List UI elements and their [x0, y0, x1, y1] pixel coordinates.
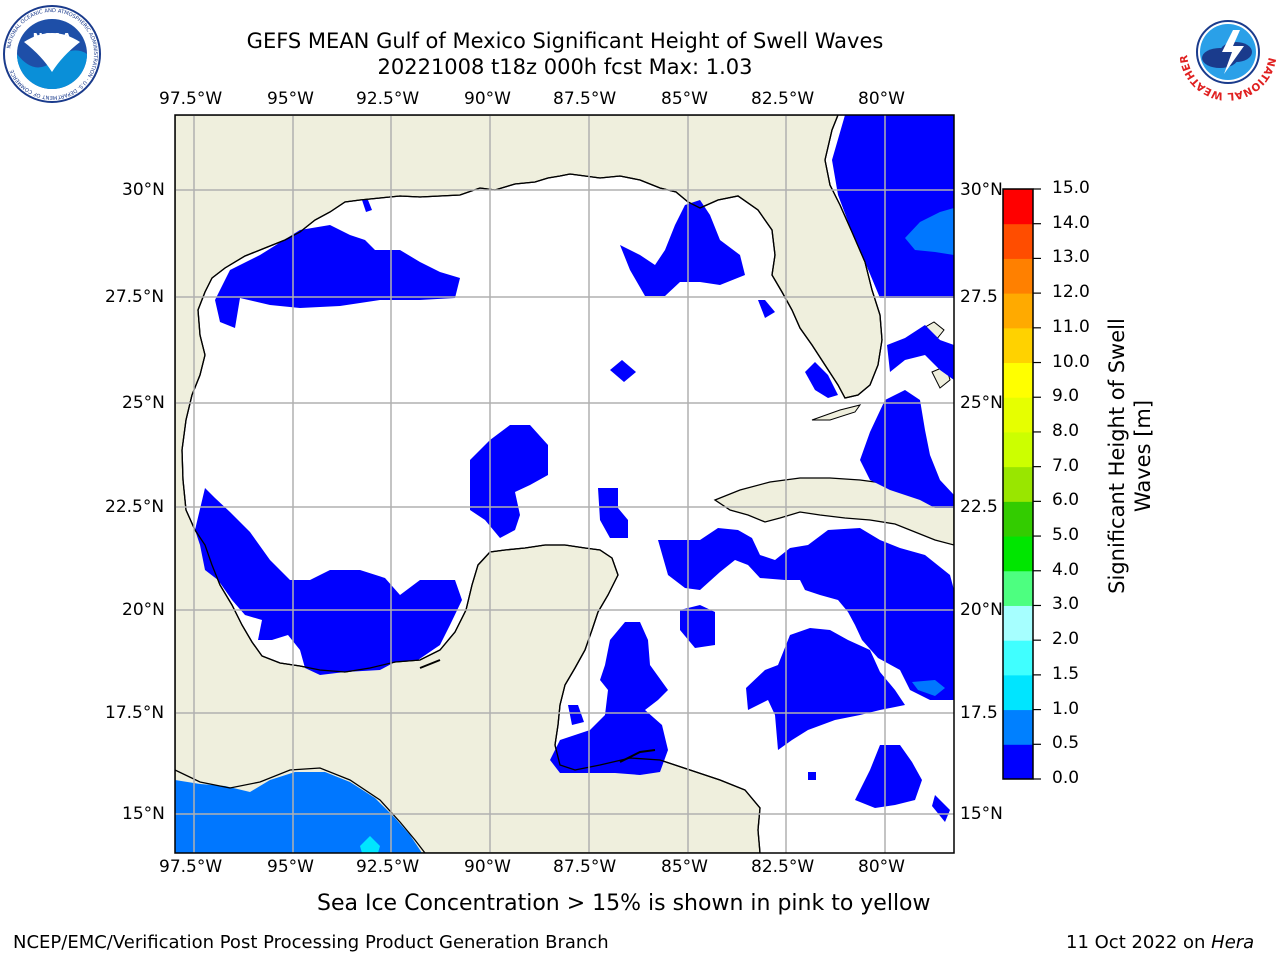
lon-label-bottom: 95°W: [267, 857, 314, 877]
colorbar-swatch: [1003, 362, 1033, 398]
lon-label-bottom: 97.5°W: [159, 857, 223, 877]
lon-label-top: 90°W: [464, 89, 511, 109]
lat-label-right: 17.5: [960, 703, 998, 723]
lon-label-top: 97.5°W: [159, 89, 223, 109]
run-date: 11 Oct 2022 on Hera: [1066, 932, 1254, 953]
lat-label-left: 20°N: [122, 600, 165, 620]
chart-subtitle: 20221008 t18z 000h fcst Max: 1.03: [377, 55, 753, 79]
colorbar-swatch: [1003, 397, 1033, 433]
colorbar-swatch: [1003, 466, 1033, 502]
swell-band-0.5-1.0: [175, 208, 954, 853]
colorbar-tick-label: 10.0: [1052, 351, 1090, 372]
run-date-text: 11 Oct 2022 on: [1066, 932, 1212, 953]
swell-band-1.0-1.5: [360, 836, 380, 853]
swell-band-0-0.5: [195, 115, 954, 822]
colorbar-tick-label: 5.0: [1052, 525, 1080, 546]
colorbar-tick-label: 2.0: [1052, 629, 1080, 650]
lat-label-left: 30°N: [122, 180, 165, 200]
colorbar-tick-label: 0.5: [1052, 733, 1080, 754]
credit-text: NCEP/EMC/Verification Post Processing Pr…: [13, 932, 609, 953]
colorbar-swatch: [1003, 709, 1033, 745]
colorbar-tick-label: 0.0: [1052, 768, 1080, 788]
colorbar-swatch: [1003, 327, 1033, 364]
colorbar-tick-label: 14.0: [1052, 212, 1090, 233]
noaa-logo-icon: NOAA NATIONAL OCEANIC AND ATMOSPHERIC AD…: [3, 5, 101, 103]
colorbar-label: Significant Height of Swell Waves [m]: [1010, 318, 1250, 594]
lon-label-top: 85°W: [661, 89, 708, 109]
lat-label-left: 15°N: [122, 804, 165, 824]
colorbar-tick-label: 4.0: [1052, 559, 1080, 580]
nws-logo-icon: NATIONAL WEATHER SERVICE: [1178, 2, 1278, 102]
lon-label-top: 87.5°W: [553, 89, 617, 109]
lat-label-left: 25°N: [122, 393, 165, 413]
sea-ice-note: Sea Ice Concentration > 15% is shown in …: [317, 891, 931, 916]
colorbar-swatch: [1003, 293, 1033, 329]
lat-label-right: 22.5: [960, 497, 998, 517]
lon-label-bottom: 92.5°W: [356, 857, 420, 877]
gridlines: [175, 115, 954, 853]
lon-label-bottom: 85°W: [661, 857, 708, 877]
colorbar-swatch: [1003, 536, 1033, 572]
colorbar-tick-label: 9.0: [1052, 386, 1080, 407]
colorbar-tick-label: 1.0: [1052, 698, 1080, 719]
colorbar-tick-label: 15.0: [1052, 178, 1090, 198]
lon-label-top: 82.5°W: [751, 89, 815, 109]
lat-label-right: 27.5: [960, 287, 998, 307]
lat-label-right: 30°N: [960, 180, 1003, 200]
colorbar-tick-label: 3.0: [1052, 594, 1080, 615]
lat-label-right: 15°N: [960, 804, 1003, 824]
lat-label-left: 17.5°N: [105, 703, 165, 723]
noaa-logo-text: NOAA: [33, 31, 72, 45]
colorbar-tick-label: 12.0: [1052, 282, 1090, 303]
lon-label-top: 95°W: [267, 89, 314, 109]
lat-label-left: 27.5°N: [105, 287, 165, 307]
lon-label-bottom: 80°W: [858, 857, 905, 877]
colorbar-swatch: [1003, 640, 1033, 676]
lat-label-left: 22.5°N: [105, 497, 165, 517]
colorbar-swatch: [1003, 501, 1033, 537]
lon-label-bottom: 87.5°W: [553, 857, 617, 877]
lat-label-right: 25°N: [960, 393, 1003, 413]
colorbar-swatch: [1003, 189, 1033, 225]
lat-label-right: 20°N: [960, 600, 1003, 620]
colorbar-tick-label: 11.0: [1052, 316, 1090, 337]
colorbar-tick-label: 13.0: [1052, 247, 1090, 268]
colorbar-swatch: [1003, 744, 1033, 780]
colorbar-label-line2: Waves [m]: [1131, 399, 1155, 513]
colorbar-label-line1: Significant Height of Swell: [1105, 318, 1129, 594]
colorbar: [1002, 188, 1041, 780]
colorbar-tick-label: 7.0: [1052, 455, 1080, 476]
host-name: Hera: [1211, 932, 1255, 953]
colorbar-swatch: [1003, 431, 1033, 468]
lon-label-top: 80°W: [858, 89, 905, 109]
colorbar-tick-label: 1.5: [1052, 663, 1080, 684]
chart-title: GEFS MEAN Gulf of Mexico Significant Hei…: [246, 29, 884, 53]
lon-label-bottom: 82.5°W: [751, 857, 815, 877]
colorbar-swatch: [1003, 674, 1033, 711]
colorbar-swatch: [1003, 570, 1033, 606]
colorbar-tick-label: 8.0: [1052, 420, 1080, 441]
lon-label-top: 92.5°W: [356, 89, 420, 109]
coastline: [181, 115, 883, 853]
colorbar-swatch: [1003, 223, 1033, 259]
colorbar-swatch: [1003, 258, 1033, 294]
lon-label-bottom: 90°W: [464, 857, 511, 877]
map-frame: [174, 114, 955, 854]
colorbar-tick-label: 6.0: [1052, 490, 1080, 511]
colorbar-swatch: [1003, 605, 1033, 641]
land-cuba: [713, 477, 954, 546]
